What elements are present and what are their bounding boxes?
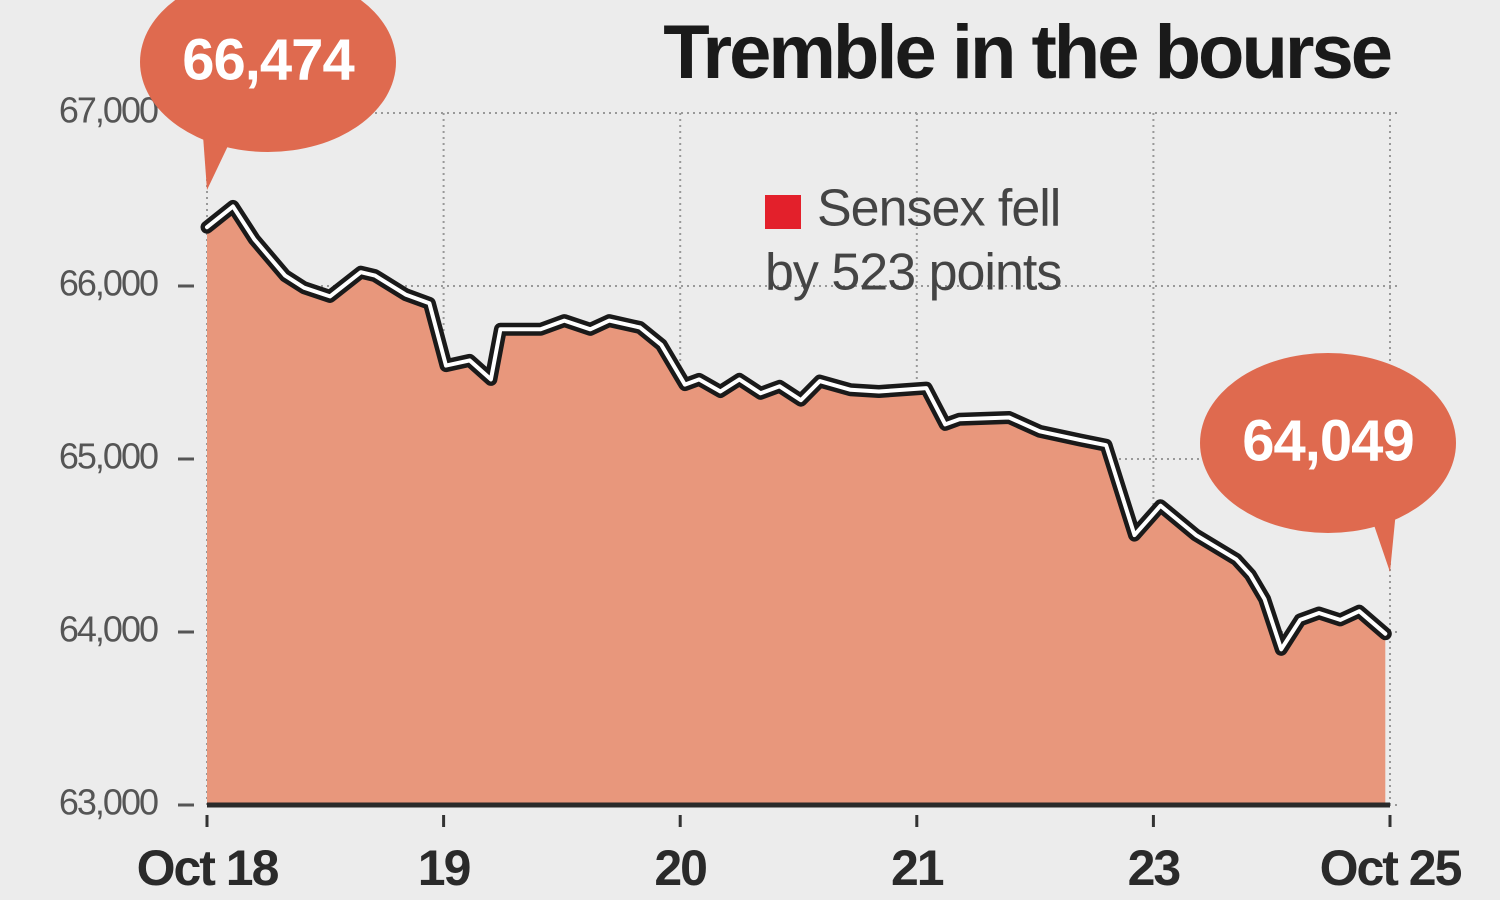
y-tick-label: 66,000 bbox=[59, 263, 158, 304]
callout-bubble bbox=[140, 0, 396, 152]
callout-text: 64,049 bbox=[1242, 408, 1413, 473]
y-tick-label: 63,000 bbox=[59, 782, 158, 823]
y-tick-label: 67,000 bbox=[59, 90, 158, 131]
note-text: Sensex fell bbox=[817, 180, 1060, 238]
line-highlight bbox=[205, 204, 1388, 652]
x-tick-label: Oct 25 bbox=[1320, 840, 1462, 896]
callout-text: 66,474 bbox=[182, 27, 354, 92]
x-tick-label: 23 bbox=[1128, 840, 1180, 896]
note-text: by 523 points bbox=[765, 244, 1061, 302]
callout: 64,049 bbox=[1200, 353, 1456, 572]
callout: 66,474 bbox=[140, 0, 396, 190]
callout-bubble bbox=[1200, 353, 1456, 533]
x-tick-label: Oct 18 bbox=[137, 840, 279, 896]
x-tick-label: 19 bbox=[418, 840, 470, 896]
chart-title: Tremble in the bourse bbox=[663, 10, 1390, 95]
x-tick-label: 20 bbox=[654, 840, 706, 896]
x-tick-label: 21 bbox=[891, 840, 944, 896]
y-tick-label: 64,000 bbox=[59, 609, 158, 650]
y-tick-label: 65,000 bbox=[59, 436, 158, 477]
note-marker bbox=[765, 195, 801, 229]
